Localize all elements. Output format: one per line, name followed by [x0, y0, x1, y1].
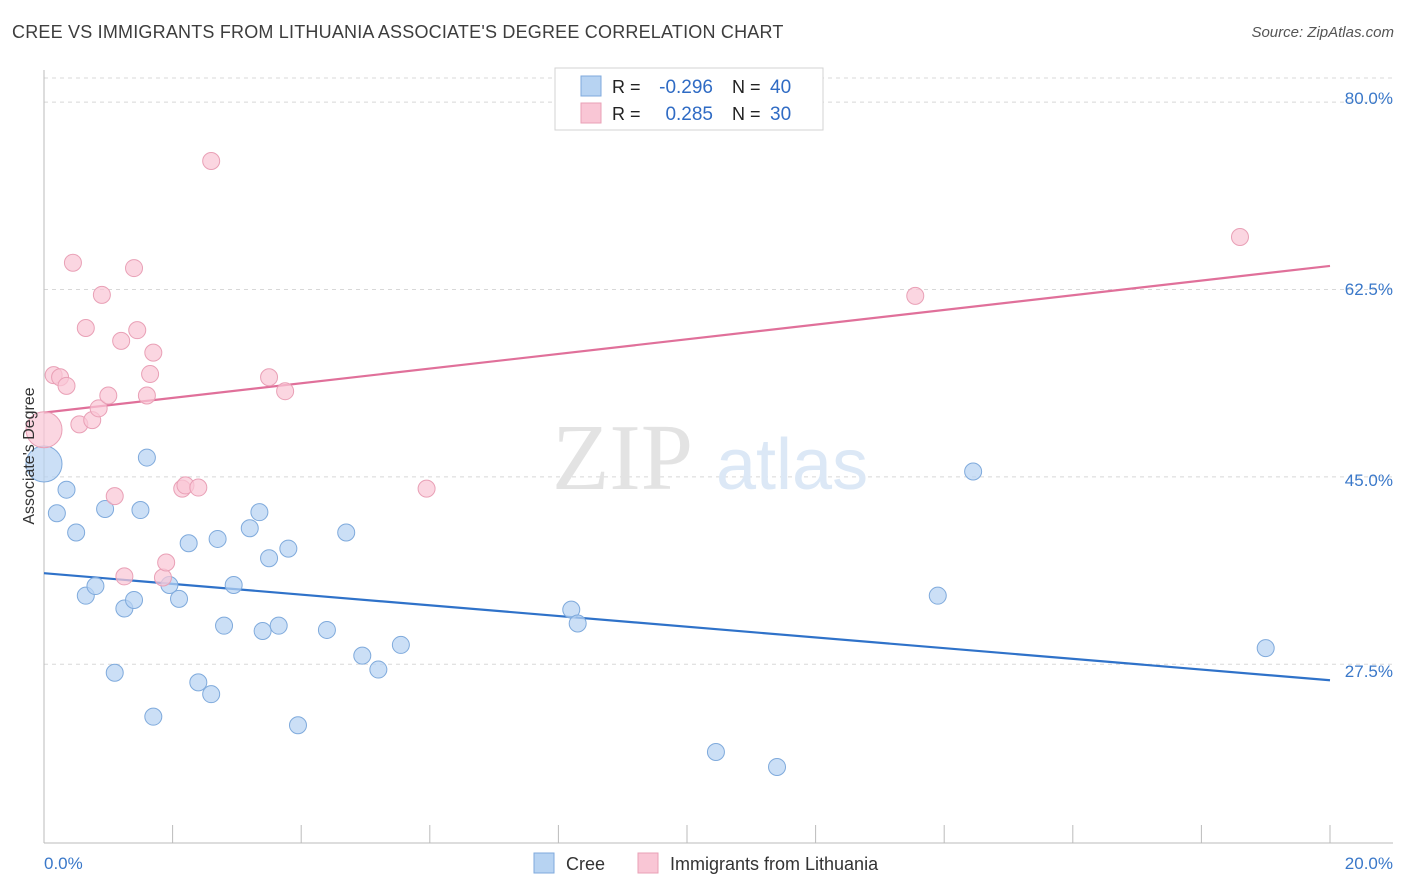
- y-tick-label-27-5: 27.5%: [1345, 662, 1393, 681]
- stats-n-value-lithuania: 30: [770, 104, 791, 125]
- cree-point-11: [137, 448, 156, 467]
- stats-r-label-cree: R =: [612, 77, 641, 97]
- cree-point-12: [144, 707, 163, 726]
- lithuania-point-15: [128, 321, 147, 340]
- stats-r-value-cree: -0.296: [659, 77, 713, 98]
- lithuania-point-28: [906, 286, 925, 305]
- cree-point-35: [706, 742, 725, 761]
- cree-point-15: [179, 534, 198, 553]
- trend-line-1: [43, 264, 1331, 414]
- x-tick-label-min: 0.0%: [44, 854, 83, 873]
- lithuania-point-24: [202, 152, 221, 171]
- cree-point-37: [928, 586, 947, 605]
- cree-point-9: [125, 590, 144, 609]
- cree-point-30: [353, 646, 372, 665]
- watermark-atlas: atlas: [716, 425, 868, 505]
- watermark-zip: ZIP: [552, 406, 693, 510]
- cree-point-16: [189, 673, 208, 692]
- cree-point-36: [768, 757, 787, 776]
- trend-line-0: [43, 572, 1331, 682]
- stats-legend: R = -0.296 N = 40 R = 0.285 N = 30: [554, 67, 824, 131]
- lithuania-point-20: [157, 553, 176, 572]
- lithuania-point-26: [276, 382, 295, 401]
- cree-point-24: [260, 549, 279, 568]
- cree-point-23: [253, 622, 272, 641]
- cree-point-39: [1256, 639, 1275, 658]
- lithuania-point-29: [1230, 228, 1249, 247]
- lithuania-point-13: [115, 567, 134, 586]
- chart-title: CREE VS IMMIGRANTS FROM LITHUANIA ASSOCI…: [12, 22, 784, 42]
- lithuania-point-17: [141, 365, 160, 384]
- cree-point-2: [57, 480, 76, 499]
- x-tick-label-max: 20.0%: [1345, 854, 1393, 873]
- cree-point-5: [86, 577, 105, 596]
- lithuania-point-27: [417, 479, 436, 498]
- axes-layer: [43, 70, 1393, 844]
- legend-label-cree: Cree: [566, 854, 605, 874]
- cree-point-29: [337, 523, 356, 542]
- lithuania-point-3: [57, 376, 76, 395]
- stats-n-label-cree: N =: [732, 77, 761, 97]
- cree-point-26: [279, 539, 298, 558]
- cree-point-7: [105, 663, 124, 682]
- cree-point-31: [369, 660, 388, 679]
- lithuania-point-18: [144, 343, 163, 362]
- cree-point-14: [170, 589, 189, 608]
- cree-point-32: [391, 635, 410, 654]
- series-legend: Cree Immigrants from Lithuania: [533, 852, 879, 874]
- stats-n-label-lithuania: N =: [732, 104, 761, 124]
- lithuania-point-19: [153, 568, 172, 587]
- cree-point-6: [96, 499, 115, 518]
- y-tick-label-80: 80.0%: [1345, 89, 1393, 108]
- stats-swatch-cree: [580, 75, 602, 97]
- stats-r-label-lithuania: R =: [612, 104, 641, 124]
- source-label: Source: ZipAtlas.com: [1251, 24, 1394, 41]
- cree-point-22: [250, 503, 269, 522]
- cree-point-19: [215, 616, 234, 635]
- cree-point-38: [964, 462, 983, 481]
- points-layer: [25, 152, 1275, 776]
- stats-r-value-lithuania: 0.285: [665, 104, 713, 125]
- legend-swatch-lithuania: [637, 852, 659, 874]
- lithuania-point-0: [25, 411, 63, 449]
- lithuania-point-14: [125, 259, 144, 278]
- stats-swatch-lithuania: [580, 102, 602, 124]
- lithuania-point-8: [89, 399, 108, 418]
- cree-point-28: [317, 620, 336, 639]
- lithuania-point-10: [99, 386, 118, 405]
- lithuania-point-11: [105, 487, 124, 506]
- lithuania-point-16: [137, 386, 156, 405]
- lithuania-point-6: [76, 319, 95, 338]
- lithuania-point-9: [92, 285, 111, 304]
- lithuania-point-25: [260, 368, 279, 387]
- cree-point-27: [288, 716, 307, 735]
- trend-layer: [43, 264, 1331, 682]
- lithuania-point-4: [63, 253, 82, 272]
- cree-point-34: [568, 614, 587, 633]
- cree-point-20: [224, 575, 243, 594]
- watermark: ZIP atlas: [552, 406, 868, 510]
- stats-n-value-cree: 40: [770, 77, 791, 98]
- y-axis-label: Associate's Degree: [21, 387, 38, 524]
- cree-point-3: [67, 523, 86, 542]
- cree-point-1: [47, 504, 66, 523]
- cree-point-17: [202, 685, 221, 704]
- cree-point-21: [240, 519, 259, 538]
- cree-point-10: [131, 501, 150, 520]
- cree-point-18: [208, 529, 227, 548]
- lithuania-point-23: [189, 478, 208, 497]
- lithuania-point-12: [112, 331, 131, 350]
- legend-label-lithuania: Immigrants from Lithuania: [670, 854, 879, 874]
- cree-point-25: [269, 616, 288, 635]
- grid-layer: [44, 77, 1393, 665]
- legend-swatch-cree: [533, 852, 555, 874]
- y-tick-label-62-5: 62.5%: [1345, 280, 1393, 299]
- y-tick-label-45: 45.0%: [1345, 471, 1393, 490]
